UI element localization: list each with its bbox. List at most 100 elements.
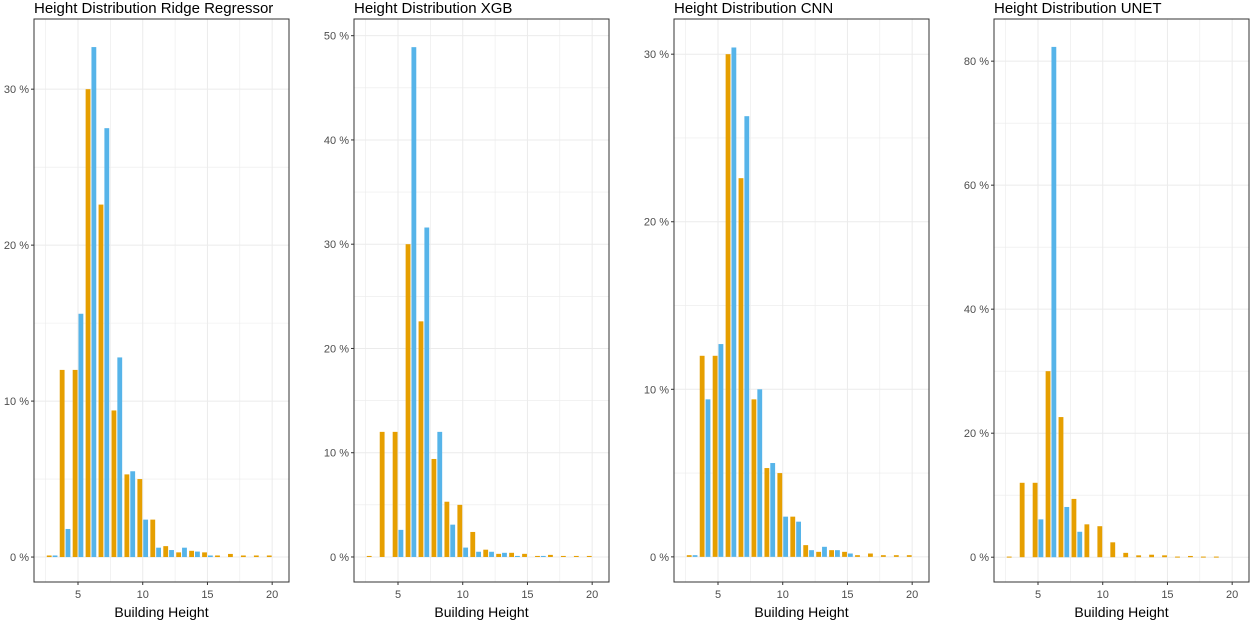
bar-observed <box>137 479 143 558</box>
y-tick-label: 0 % <box>650 552 669 564</box>
bar-observed <box>98 204 104 558</box>
bar-predicted <box>65 528 71 558</box>
bar-observed <box>699 355 705 557</box>
y-tick-label: 50 % <box>324 31 349 43</box>
bar-predicted <box>718 344 724 557</box>
bar-predicted <box>744 116 750 557</box>
bar-observed <box>803 545 809 557</box>
bar-observed <box>1097 526 1103 558</box>
bar-observed <box>868 553 873 557</box>
bar-predicted <box>182 547 187 558</box>
bar-observed <box>586 555 592 557</box>
bar-observed <box>483 549 489 557</box>
bar-observed <box>1149 554 1155 558</box>
panel-2: 0 % 10 % 20 % 30 % 40 % 50 % 5 10 15 20 Building H… <box>324 0 610 620</box>
bar-observed <box>764 468 770 557</box>
bar-observed <box>46 555 52 558</box>
bar-predicted <box>822 546 827 557</box>
panel-3: 0 % 10 % 20 % 30 % 5 10 15 20 Building Height Hei… <box>644 0 930 620</box>
bar-predicted <box>489 551 494 557</box>
bar-observed <box>392 431 398 557</box>
x-tick-label: 15 <box>1161 589 1173 601</box>
y-tick-label: 40 % <box>324 135 349 147</box>
bar-predicted <box>78 313 84 558</box>
bar-observed <box>1188 555 1193 558</box>
bar-observed <box>470 531 476 557</box>
bar-observed <box>548 554 553 557</box>
x-tick-label: 5 <box>715 589 721 601</box>
bar-observed <box>431 458 437 557</box>
bar-observed <box>535 555 540 557</box>
bar-predicted <box>130 471 136 558</box>
bar-observed <box>777 473 783 557</box>
y-tick-label: 20 % <box>324 343 349 355</box>
bar-observed <box>816 551 822 557</box>
bar-observed <box>1019 482 1025 558</box>
x-tick-label: 20 <box>266 589 278 601</box>
y-tick-label: 60 % <box>964 180 989 192</box>
bar-predicted <box>156 547 161 558</box>
bar-observed <box>686 555 692 557</box>
bar-observed <box>418 321 424 557</box>
y-tick-label: 10 % <box>324 448 349 460</box>
bar-observed <box>829 550 835 557</box>
x-tick-label: 10 <box>777 589 789 601</box>
x-tick-label: 15 <box>521 589 533 601</box>
x-axis-label: Building Height <box>114 604 208 620</box>
bar-observed <box>253 555 259 558</box>
bar-observed <box>842 551 847 557</box>
y-tick-label: 30 % <box>644 49 669 61</box>
panel-title: Height Distribution CNN <box>674 0 833 17</box>
bar-observed <box>1110 542 1116 558</box>
panel-title: Height Distribution Ridge Regressor <box>34 0 273 17</box>
bar-predicted <box>463 547 469 557</box>
bar-predicted <box>398 529 404 557</box>
bar-observed <box>457 504 463 557</box>
panel-title: Height Distribution XGB <box>354 0 512 17</box>
panel-border <box>673 18 930 583</box>
panel-title: Height Distribution UNET <box>994 0 1162 17</box>
y-tick-label: 0 % <box>330 552 349 564</box>
bar-predicted <box>450 524 456 557</box>
bar-observed <box>855 555 860 557</box>
y-tick-label: 0 % <box>10 552 29 564</box>
x-axis-label: Building Height <box>754 604 848 620</box>
bar-observed <box>522 553 527 557</box>
bar-observed <box>85 89 91 558</box>
bar-observed <box>906 555 912 557</box>
bar-observed <box>1136 555 1142 558</box>
bar-observed <box>228 553 233 558</box>
bar-observed <box>573 555 579 557</box>
y-tick-label: 30 % <box>324 239 349 251</box>
bar-observed <box>215 555 220 558</box>
bar-observed <box>725 54 731 557</box>
bar-observed <box>1071 498 1077 558</box>
bar-observed <box>1123 552 1129 558</box>
bar-observed <box>150 519 156 558</box>
bar-predicted <box>117 357 123 558</box>
bar-observed <box>880 555 886 557</box>
x-tick-label: 10 <box>137 589 149 601</box>
bar-predicted <box>476 551 481 557</box>
bar-predicted <box>91 47 97 558</box>
panel-4: 0 % 20 % 40 % 60 % 80 % 5 10 15 20 Building Heigh… <box>964 0 1250 620</box>
x-tick-label: 15 <box>841 589 853 601</box>
bar-observed <box>189 550 195 558</box>
x-tick-label: 15 <box>201 589 213 601</box>
bar-predicted <box>1051 46 1057 558</box>
bar-predicted <box>169 550 174 558</box>
bar-predicted <box>731 47 737 557</box>
panel-border <box>33 18 290 583</box>
y-tick-label: 30 % <box>4 84 29 96</box>
bar-observed <box>266 555 272 558</box>
bar-observed <box>176 552 182 558</box>
bar-predicted <box>424 227 430 557</box>
bar-observed <box>893 555 899 557</box>
bar-predicted <box>796 521 801 557</box>
bar-observed <box>124 474 130 558</box>
bar-predicted <box>705 399 711 557</box>
bar-predicted <box>437 431 443 557</box>
y-tick-label: 20 % <box>4 240 29 252</box>
x-tick-label: 20 <box>906 589 918 601</box>
